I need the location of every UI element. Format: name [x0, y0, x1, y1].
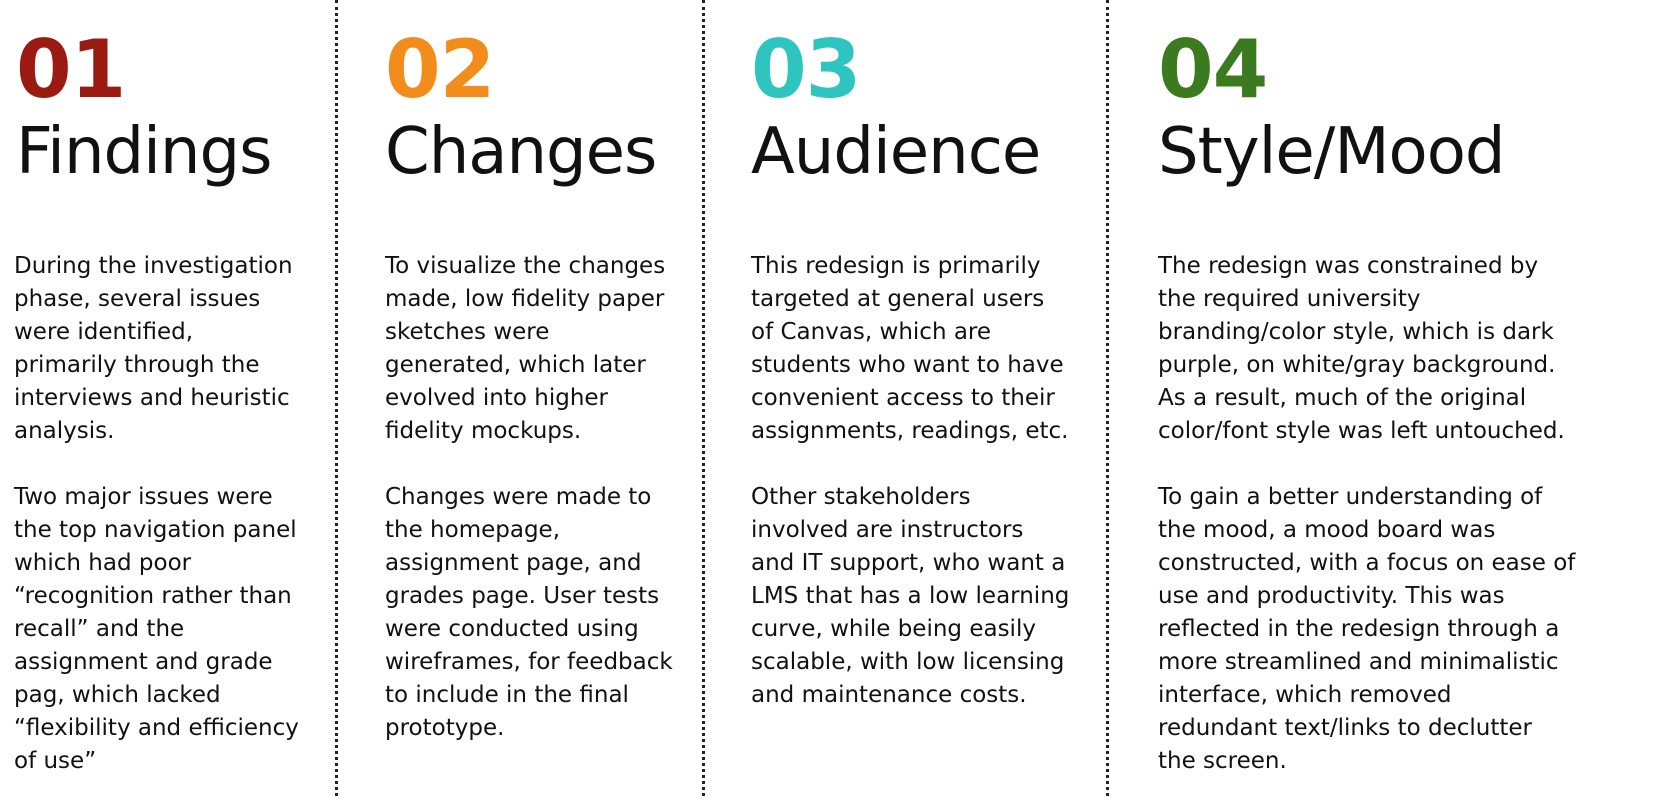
section-body: This redesign is primarily targeted at g… [751, 250, 1096, 745]
section-number: 03 [751, 23, 861, 116]
section-title: Style/Mood [1158, 115, 1505, 189]
column-style-mood: 04 Style/Mood The redesign was constrain… [1158, 0, 1658, 796]
paragraph: This redesign is primarily targeted at g… [751, 253, 1069, 444]
column-findings: 01 Findings During the investigation pha… [14, 0, 334, 796]
section-body: To visualize the changes made, low fidel… [385, 250, 690, 778]
paragraph: Two major issues were the top navigation… [14, 484, 299, 774]
section-number: 04 [1158, 23, 1268, 116]
paragraph: To gain a better understanding of the mo… [1158, 484, 1576, 774]
section-body: During the investigation phase, several … [14, 250, 329, 811]
section-number: 02 [385, 23, 495, 116]
section-body: The redesign was constrained by the requ… [1158, 250, 1658, 811]
column-divider [702, 0, 705, 796]
section-title: Changes [385, 115, 657, 189]
column-audience: 03 Audience This redesign is primarily t… [751, 0, 1101, 796]
section-title: Findings [16, 115, 272, 189]
paragraph: Other stakeholders involved are instruct… [751, 484, 1070, 708]
section-number: 01 [16, 23, 126, 116]
paragraph: Changes were made to the homepage, assig… [385, 484, 673, 741]
column-divider [335, 0, 338, 796]
paragraph: The redesign was constrained by the requ… [1158, 253, 1565, 444]
section-title: Audience [751, 115, 1041, 189]
column-divider [1106, 0, 1109, 796]
paragraph: To visualize the changes made, low fidel… [385, 253, 666, 444]
column-changes: 02 Changes To visualize the changes made… [385, 0, 695, 796]
paragraph: During the investigation phase, several … [14, 253, 293, 444]
